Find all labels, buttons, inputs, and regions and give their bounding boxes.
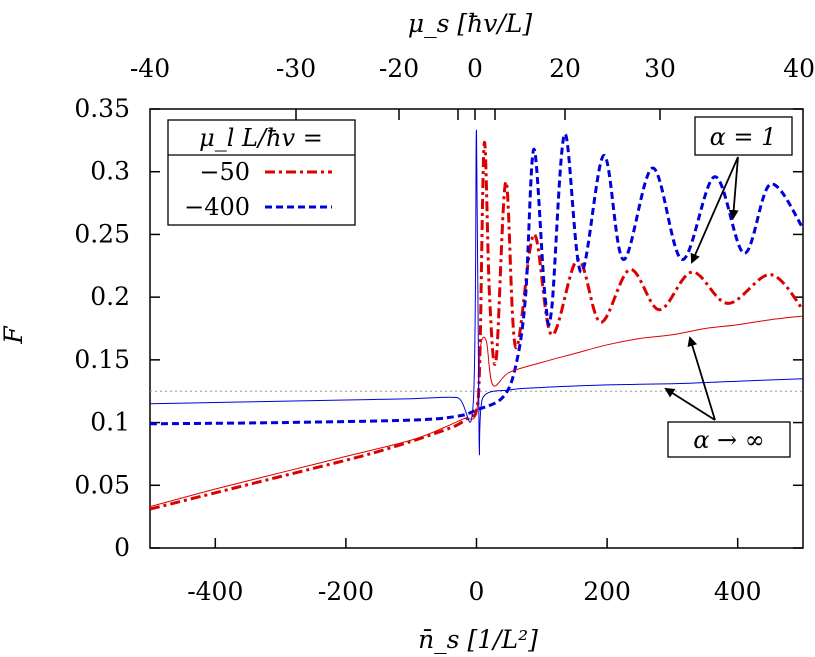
- legend-label-blue: −400: [184, 193, 250, 221]
- top-axis-title: μ_s [ħv/L]: [408, 9, 533, 38]
- top-tick-marks: [295, 109, 661, 120]
- arrow-alpha1-blue: [728, 156, 739, 220]
- top-tick-label: 0: [467, 54, 483, 83]
- arrow-alphainf-blue: [664, 387, 716, 421]
- x-tick-label: 400: [714, 577, 762, 606]
- y-axis-title: F: [0, 325, 28, 345]
- series-line-2: [149, 315, 804, 508]
- x-axis-title: n̄_s [1/L²]: [418, 625, 538, 654]
- top-tick-labels: -40 -30 -20 0 20 30 40: [130, 54, 815, 83]
- series-line-3: [149, 129, 804, 456]
- arrow-alphainf-red: [687, 336, 716, 421]
- x-tick-label: 0: [469, 577, 485, 606]
- top-tick-label: -40: [130, 54, 170, 83]
- legend-title: μ_l L/ħv =: [199, 124, 323, 152]
- top-tick-label: 20: [549, 54, 581, 83]
- y-tick-label: 0.35: [74, 94, 130, 123]
- legend: μ_l L/ħv = −50 −400: [167, 119, 356, 226]
- top-tick-label: 40: [783, 54, 815, 83]
- top-tick-label: -20: [379, 54, 419, 83]
- x-tick-label: -200: [318, 577, 374, 606]
- annotation-alpha-1: α = 1: [690, 116, 793, 264]
- y-tick-label: 0.25: [74, 219, 130, 248]
- y-tick-label: 0.2: [90, 282, 130, 311]
- y-tick-label: 0.1: [90, 408, 130, 437]
- annotation-alpha-inf: α → ∞: [664, 336, 791, 458]
- legend-label-red: −50: [199, 158, 250, 186]
- y-axis-ticks: 0 0.05 0.1 0.15 0.2 0.25 0.3 0.35: [74, 94, 803, 562]
- y-tick-label: 0.05: [74, 470, 130, 499]
- series-line-0: [149, 141, 805, 511]
- top-tick-label: 30: [644, 54, 676, 83]
- annotation-alpha-inf-text: α → ∞: [693, 426, 765, 454]
- arrow-alpha1-red: [690, 156, 739, 264]
- annotation-alpha-inf-box: [667, 421, 791, 458]
- annotation-alpha-1-text: α = 1: [710, 123, 777, 151]
- top-tick-label: -30: [276, 54, 316, 83]
- x-tick-label: -400: [187, 577, 243, 606]
- annotation-alpha-1-box: [694, 116, 793, 156]
- y-tick-label: 0.3: [90, 157, 130, 186]
- series-group: [149, 129, 805, 511]
- series-line-1: [149, 132, 805, 426]
- x-axis-ticks: -400 -200 0 200 400: [187, 538, 762, 606]
- y-tick-label: 0: [114, 533, 130, 562]
- y-tick-label: 0.15: [74, 345, 130, 374]
- x-tick-label: 200: [583, 577, 631, 606]
